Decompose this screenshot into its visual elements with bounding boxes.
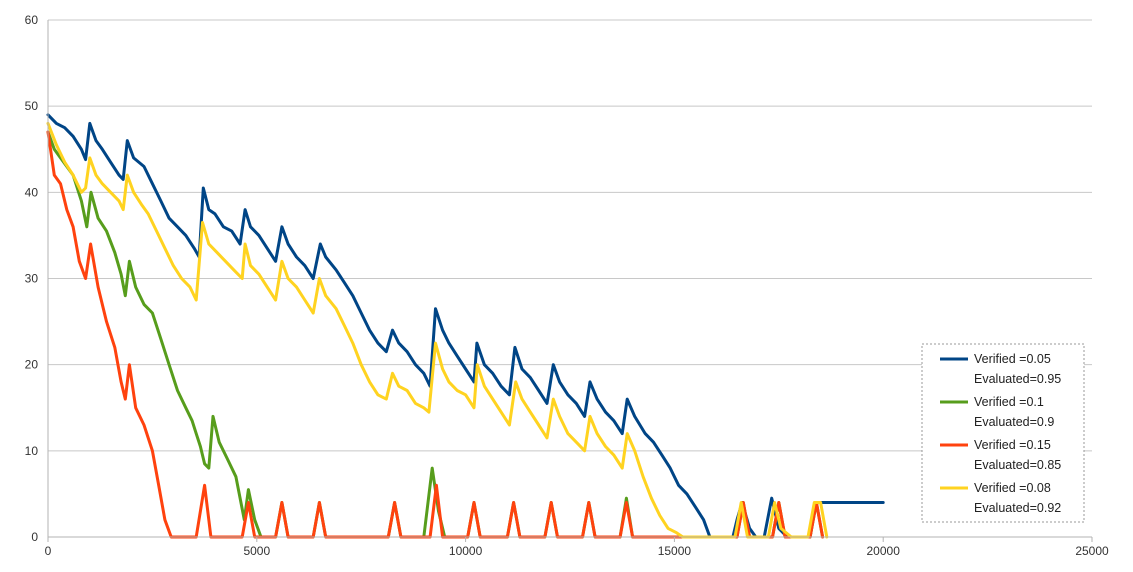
legend-label-line2: Evaluated=0.92 [974,501,1061,515]
y-tick-label: 30 [25,272,39,286]
y-tick-label: 20 [25,358,39,372]
legend-label-line1: Verified =0.08 [974,481,1051,495]
y-tick-label: 0 [31,530,38,544]
series-line-1 [46,113,885,539]
series-line-4 [46,121,829,539]
series-lines [46,113,885,539]
x-tick-label: 25000 [1075,544,1109,558]
legend-label-line1: Verified =0.1 [974,395,1044,409]
y-tick-label: 60 [25,13,39,27]
y-tick-label: 50 [25,99,39,113]
x-tick-label: 0 [45,544,52,558]
legend: Verified =0.05 Evaluated=0.95 Verified =0.… [921,343,1085,523]
legend-label-line2: Evaluated=0.85 [974,458,1061,472]
legend-label-line1: Verified =0.05 [974,352,1051,366]
x-tick-label: 5000 [243,544,270,558]
series-line-3 [46,130,825,539]
x-tick-label: 10000 [449,544,483,558]
legend-label-line2: Evaluated=0.9 [974,415,1054,429]
axes: 0 10 20 30 40 50 60 0 5000 10000 15000 20000 25000 [25,13,1109,558]
legend-box [921,343,1085,523]
gridlines [48,19,1092,452]
y-tick-label: 10 [25,444,39,458]
x-tick-label: 20000 [867,544,901,558]
legend-label-line1: Verified =0.15 [974,438,1051,452]
legend-label-line2: Evaluated=0.95 [974,372,1061,386]
y-tick-label: 40 [25,185,39,199]
x-tick-label: 15000 [658,544,692,558]
